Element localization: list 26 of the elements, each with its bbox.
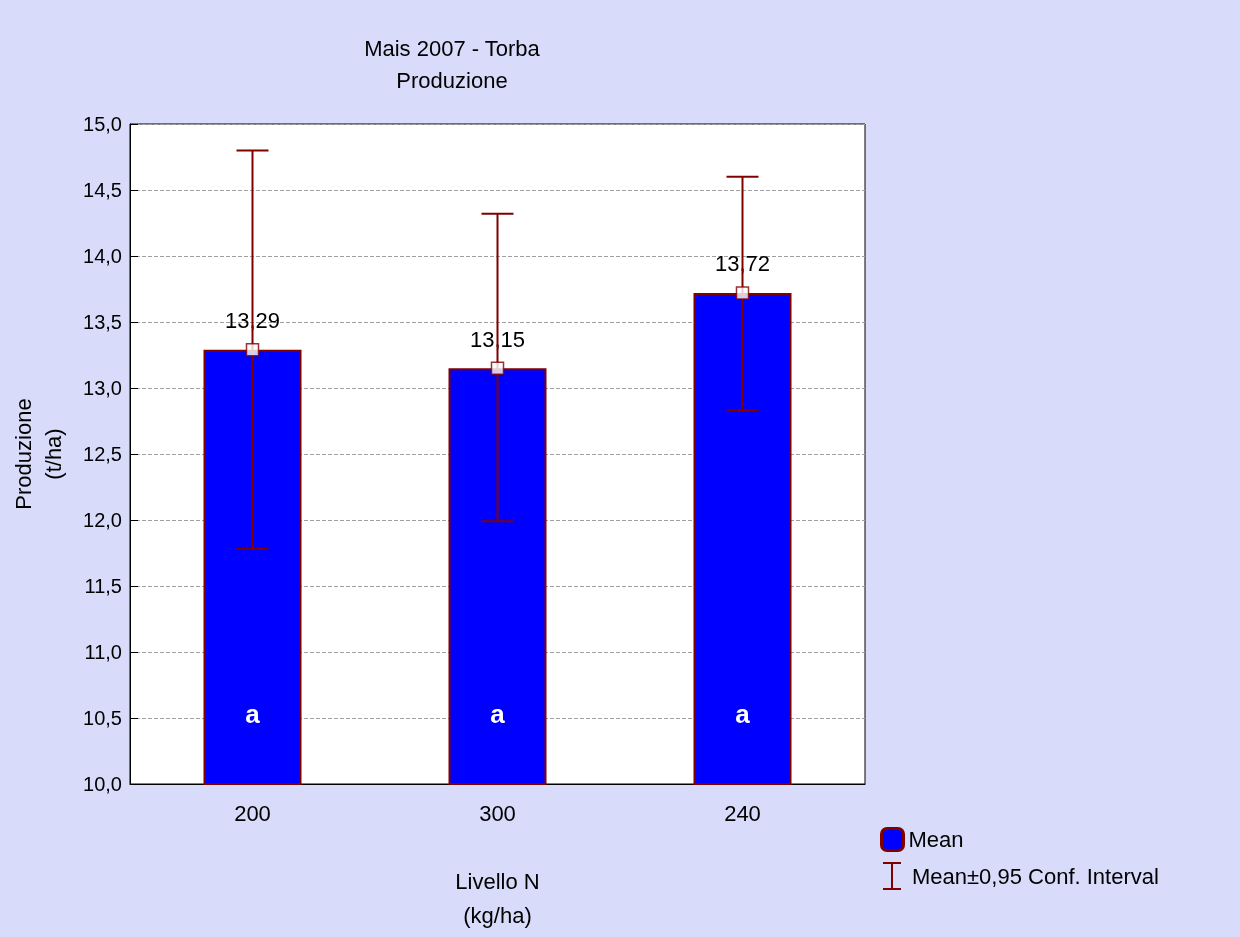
- annotation: a: [735, 699, 751, 729]
- chart-title: Mais 2007 - Torba: [364, 35, 541, 61]
- y-axis-title: Produzione (t/ha): [10, 398, 66, 510]
- y-tick-label: 10,5: [83, 707, 122, 729]
- y-tick-label: 14,0: [83, 245, 122, 267]
- annotation: a: [245, 699, 261, 729]
- x-axis-title: Livello N (kg/ha): [455, 868, 540, 928]
- point: [490, 361, 505, 375]
- y-tick-label: 11,5: [84, 575, 122, 597]
- y-tick-label: 14,5: [83, 179, 122, 201]
- text: Mean±0,95 Conf. Interval: [912, 863, 1159, 889]
- y-tick-label: 10,0: [83, 773, 122, 795]
- point: [735, 286, 750, 300]
- annotation: a: [490, 699, 506, 729]
- legend-label: Mean: [908, 827, 964, 852]
- y-tick-label: 11,0: [84, 641, 122, 663]
- x-tick-label: 200: [234, 800, 271, 826]
- y-tick-label: 12,0: [83, 509, 122, 531]
- y-tick-label: 13,5: [83, 311, 122, 333]
- x-tick-label: 240: [724, 800, 761, 826]
- x-tick-label: 300: [479, 800, 516, 826]
- y-tick-label: 15,0: [83, 113, 122, 135]
- y-tick-label: 13,0: [83, 377, 122, 399]
- chart-subtitle: Produzione: [396, 67, 508, 93]
- point: [245, 342, 260, 357]
- y-tick-label: 12,5: [83, 443, 122, 465]
